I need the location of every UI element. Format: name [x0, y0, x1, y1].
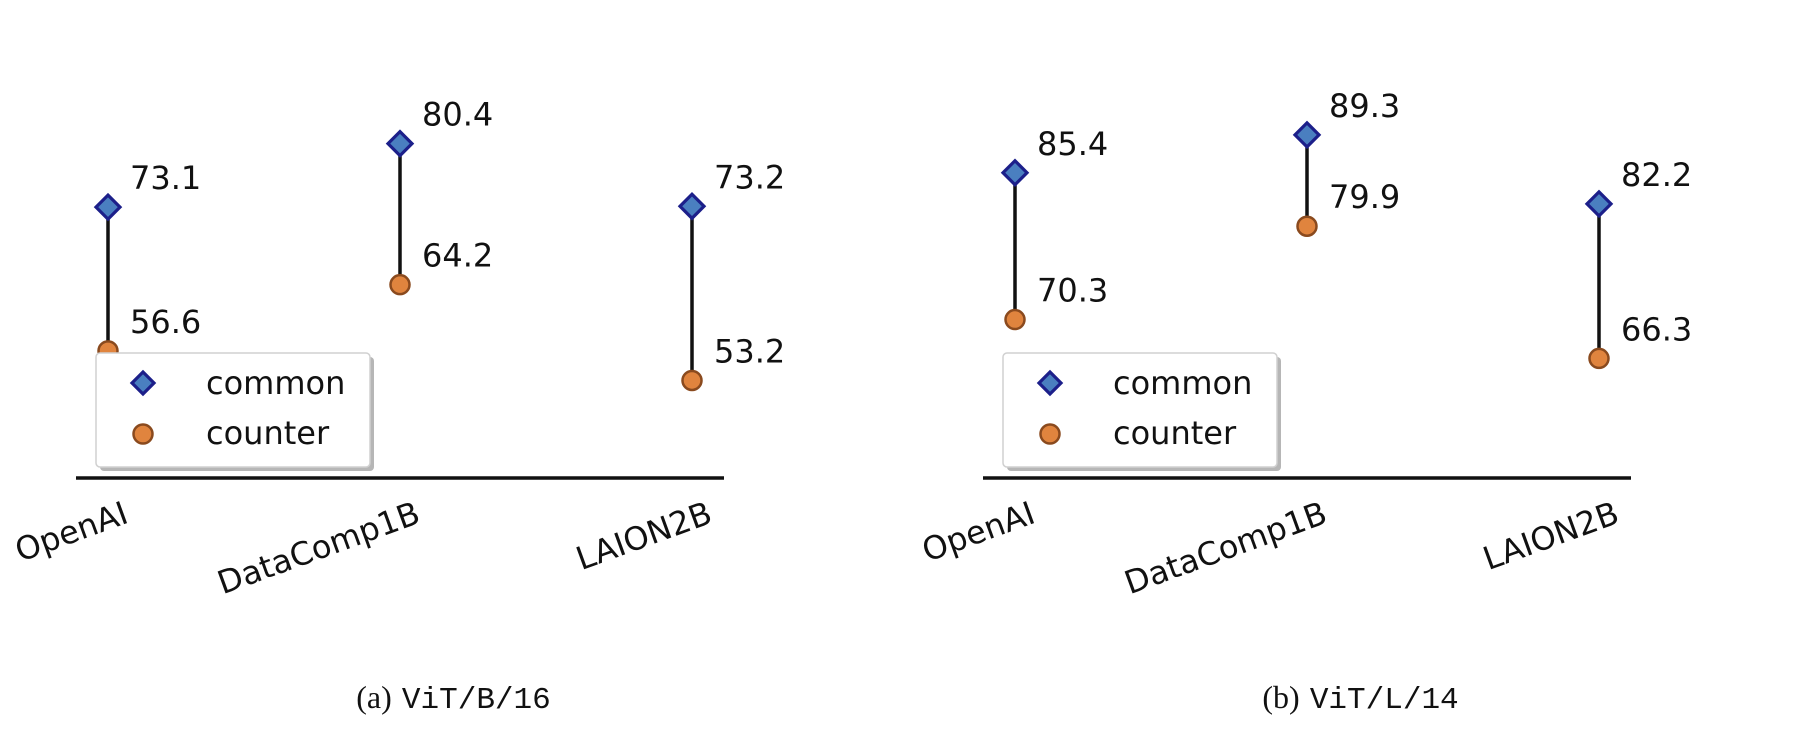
counter-value-label: 64.2: [422, 237, 493, 275]
x-tick-label: LAION2B: [571, 494, 717, 578]
common-marker: [385, 129, 415, 158]
common-value-label: 73.1: [130, 159, 201, 197]
chart-panel-vit-b-16: 73.1 56.6 OpenAI 80.4 64.2 DataComp1B 73.2 53.2…: [0, 96, 907, 718]
x-tick-label: DataComp1B: [1119, 494, 1331, 602]
caption-label: (b): [1262, 679, 1300, 715]
legend-counter-marker: [132, 423, 154, 445]
common-marker: [1584, 189, 1614, 219]
legend-counter-label: counter: [206, 414, 330, 452]
legend-box: [95, 352, 371, 468]
chart-svg-vit-b-16: 73.1 56.6 OpenAI 80.4 64.2 DataComp1B 73.2 53.2…: [10, 96, 785, 602]
counter-value-label: 56.6: [130, 303, 201, 341]
counter-value-label: 70.3: [1037, 272, 1108, 310]
caption-model-name: ViT/L/14: [1309, 683, 1459, 718]
legend-common-marker: [1036, 369, 1064, 397]
counter-value-label: 53.2: [714, 332, 785, 370]
counter-marker: [1588, 347, 1610, 370]
legend: common counter: [95, 352, 374, 471]
common-value-label: 82.2: [1621, 156, 1692, 194]
common-marker: [1000, 158, 1030, 188]
chart-svg-vit-l-14: 85.4 70.3 OpenAI 89.3 79.9 DataComp1B 82.2 66.3…: [917, 87, 1692, 602]
common-marker: [93, 192, 123, 222]
chart-panel-vit-l-14: 85.4 70.3 OpenAI 89.3 79.9 DataComp1B 82.2 66.3…: [907, 0, 1814, 742]
common-value-label: 89.3: [1329, 87, 1400, 125]
counter-marker: [681, 369, 703, 392]
legend-common-label: common: [206, 364, 345, 402]
legend: common counter: [1002, 352, 1281, 471]
common-marker: [677, 192, 707, 221]
x-tick-label: LAION2B: [1478, 494, 1624, 578]
caption-model-name: ViT/B/16: [401, 683, 551, 718]
legend-common-marker: [129, 369, 157, 397]
x-tick-label: OpenAI: [917, 494, 1040, 570]
caption-label: (a): [356, 679, 392, 715]
legend-counter-marker: [1039, 423, 1061, 445]
counter-marker: [1296, 215, 1318, 237]
common-marker: [1292, 120, 1322, 150]
common-value-label: 85.4: [1037, 125, 1108, 163]
common-value-label: 80.4: [422, 96, 493, 134]
common-value-label: 73.2: [714, 158, 785, 196]
x-tick-label: OpenAI: [10, 494, 133, 570]
chart-caption: (b) ViT/L/14: [907, 678, 1814, 718]
legend-counter-label: counter: [1113, 414, 1237, 452]
chart-caption: (a) ViT/B/16: [0, 678, 907, 718]
counter-value-label: 66.3: [1621, 310, 1692, 348]
legend-box: [1002, 352, 1278, 468]
x-tick-label: DataComp1B: [212, 494, 424, 602]
counter-marker: [389, 273, 411, 296]
counter-value-label: 79.9: [1329, 178, 1400, 216]
legend-common-label: common: [1113, 364, 1252, 402]
counter-marker: [1004, 308, 1026, 331]
